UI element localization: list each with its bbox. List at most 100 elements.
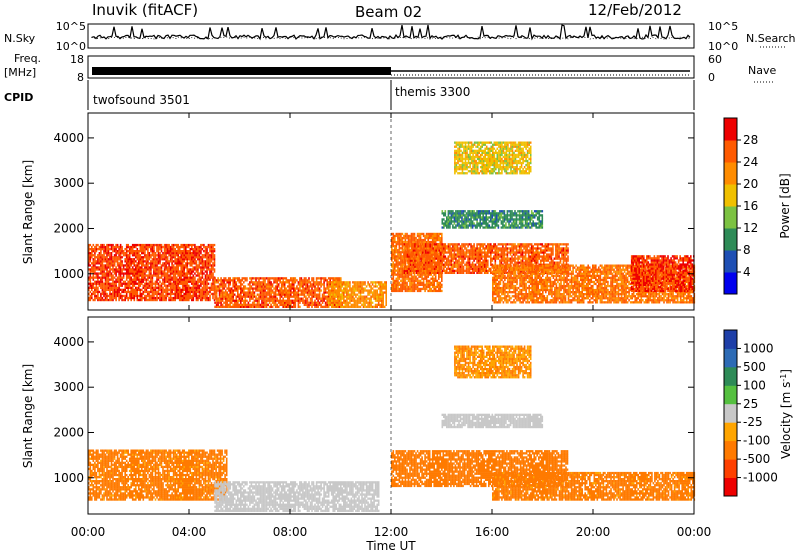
heatmap-cell (141, 274, 143, 277)
heatmap-cell (163, 290, 166, 294)
heatmap-cell (247, 293, 250, 296)
heatmap-cell (373, 293, 375, 296)
heatmap-cell (138, 256, 140, 259)
heatmap-cell (382, 299, 384, 302)
heatmap-cell (470, 245, 472, 248)
heatmap-cell (131, 250, 134, 253)
heatmap-cell (268, 287, 271, 290)
heatmap-cell (200, 298, 202, 302)
heatmap-cell (453, 245, 456, 248)
heatmap-cell (394, 251, 396, 254)
heatmap-cell (131, 270, 134, 273)
heatmap-cell (412, 269, 415, 272)
heatmap-cell (154, 254, 157, 257)
heatmap-cell (385, 299, 387, 302)
heatmap-cell (210, 266, 213, 269)
heatmap-cell (491, 247, 494, 250)
heatmap-cell (350, 299, 353, 302)
heatmap-cell (429, 255, 431, 258)
heatmap-cell (185, 278, 187, 281)
heatmap-cell (94, 260, 96, 263)
heatmap-cell (246, 293, 248, 296)
heatmap-cell (340, 283, 342, 286)
heatmap-cell (186, 286, 189, 289)
heatmap-cell (172, 296, 175, 300)
heatmap-cell (385, 285, 387, 288)
heatmap-cell (207, 264, 210, 267)
heatmap-cell (352, 303, 354, 306)
heatmap-cell (166, 288, 169, 291)
heatmap-cell (293, 295, 295, 298)
heatmap-cell (423, 267, 425, 270)
heatmap-cell (274, 301, 277, 304)
heatmap-cell (419, 236, 422, 240)
heatmap-cell (124, 248, 126, 251)
heatmap-cell (416, 238, 419, 242)
heatmap-cell (154, 284, 157, 287)
heatmap-cell (130, 264, 132, 267)
heatmap-cell (359, 281, 362, 284)
heatmap-cell (145, 288, 148, 291)
heatmap-cell (380, 303, 383, 306)
heatmap-cell (139, 245, 142, 249)
heatmap-cell (318, 301, 321, 304)
heatmap-cell (171, 298, 173, 302)
heatmap-cell (94, 294, 96, 298)
heatmap-cell (178, 288, 181, 291)
heatmap-cell (411, 251, 413, 254)
heatmap-cell (264, 279, 266, 282)
heatmap-cell (221, 285, 224, 288)
heatmap-cell (426, 251, 428, 254)
heatmap-cell (128, 286, 131, 289)
heatmap-cell (308, 305, 310, 308)
heatmap-cell (470, 253, 472, 256)
heatmap-cell (324, 297, 327, 300)
heatmap-cell (294, 277, 297, 280)
noise-right-tick-top: 10^5 (708, 20, 738, 33)
heatmap-cell (121, 262, 123, 265)
heatmap-cell (341, 303, 344, 306)
heatmap-cell (294, 303, 297, 306)
heatmap-cell (483, 257, 486, 260)
heatmap-cell (434, 236, 437, 240)
heatmap-cell (477, 255, 480, 258)
heatmap-cell (112, 270, 114, 273)
heatmap-cell (293, 283, 295, 286)
heatmap-cell (471, 267, 474, 270)
heatmap-cell (330, 297, 333, 300)
heatmap-cell (367, 283, 369, 286)
heatmap-cell (474, 251, 477, 254)
heatmap-cell (147, 278, 149, 281)
heatmap-cell (456, 267, 459, 270)
heatmap-cell (201, 272, 204, 275)
heatmap-cell (407, 285, 410, 289)
heatmap-cell (273, 281, 275, 284)
heatmap-cell (101, 270, 104, 273)
heatmap-cell (340, 301, 342, 304)
heatmap-cell (249, 295, 251, 298)
heatmap-cell (394, 289, 396, 293)
heatmap-cell (392, 240, 395, 244)
heatmap-cell (103, 274, 105, 277)
heatmap-cell (232, 299, 234, 302)
heatmap-cell (136, 266, 139, 269)
heatmap-cell (431, 277, 434, 280)
heatmap-cell (201, 254, 204, 257)
heatmap-cell (104, 248, 107, 251)
heatmap-cell (92, 276, 95, 279)
heatmap-cell (407, 273, 410, 276)
heatmap-cell (185, 248, 187, 251)
heatmap-cell (101, 243, 104, 247)
heatmap-cell (413, 275, 416, 278)
heatmap-cell (217, 287, 219, 290)
heatmap-cell (206, 290, 208, 294)
heatmap-cell (380, 283, 383, 286)
heatmap-cell (392, 283, 395, 286)
heatmap-cell (428, 234, 431, 238)
heatmap-cell (296, 279, 298, 282)
heatmap-cell (198, 252, 201, 255)
heatmap-cell (151, 276, 154, 279)
heatmap-cell (441, 243, 444, 246)
heatmap-cell (122, 272, 125, 275)
heatmap-cell (230, 279, 233, 282)
